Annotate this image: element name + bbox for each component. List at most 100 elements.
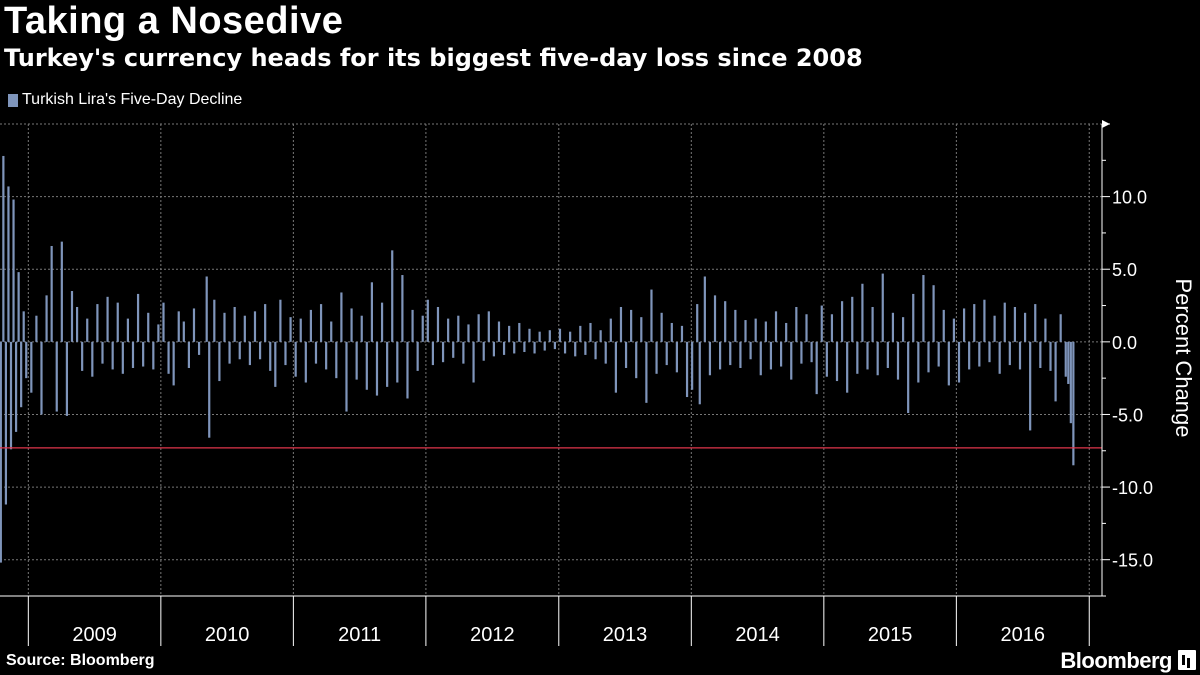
bar bbox=[370, 282, 373, 342]
bar bbox=[650, 289, 653, 342]
bar bbox=[769, 341, 773, 370]
bar bbox=[192, 308, 196, 342]
bar bbox=[121, 341, 124, 374]
bar bbox=[1029, 341, 1032, 431]
bar bbox=[20, 341, 23, 408]
bar bbox=[912, 293, 915, 342]
bar bbox=[55, 341, 58, 412]
bar bbox=[355, 341, 358, 380]
bar bbox=[416, 341, 419, 371]
bar bbox=[619, 306, 623, 342]
bar bbox=[851, 296, 854, 342]
bar bbox=[14, 341, 18, 432]
bar bbox=[177, 311, 180, 342]
legend-swatch bbox=[8, 93, 18, 107]
bar bbox=[993, 315, 996, 342]
bar bbox=[754, 318, 757, 342]
bar bbox=[431, 341, 434, 366]
bar bbox=[1054, 341, 1057, 402]
bar bbox=[876, 341, 879, 376]
x-tick-label: 2015 bbox=[868, 624, 913, 646]
bar bbox=[983, 299, 986, 342]
bar bbox=[350, 308, 353, 342]
bar bbox=[441, 341, 445, 363]
bar bbox=[1059, 314, 1062, 342]
bar bbox=[91, 341, 94, 377]
bar bbox=[1072, 341, 1075, 466]
bar bbox=[660, 312, 663, 342]
bar bbox=[528, 328, 531, 342]
bar bbox=[330, 321, 333, 342]
bar bbox=[604, 341, 607, 364]
bar bbox=[4, 341, 8, 505]
bar bbox=[243, 315, 246, 342]
bar bbox=[896, 341, 900, 380]
bar bbox=[162, 302, 165, 342]
bar bbox=[487, 311, 490, 342]
bar bbox=[589, 322, 592, 342]
bar bbox=[749, 341, 752, 360]
bar bbox=[886, 341, 889, 368]
bar bbox=[558, 328, 562, 342]
brand-chart-icon bbox=[1178, 650, 1196, 670]
bar bbox=[1069, 341, 1072, 424]
bar bbox=[22, 311, 25, 342]
bar bbox=[7, 186, 10, 342]
bar bbox=[472, 341, 475, 383]
bar bbox=[734, 309, 737, 342]
bar bbox=[553, 341, 556, 350]
bar bbox=[942, 309, 945, 342]
bar bbox=[724, 301, 727, 342]
bar bbox=[962, 308, 966, 342]
bar bbox=[436, 306, 440, 342]
bar bbox=[35, 315, 38, 342]
bar bbox=[635, 341, 638, 379]
bar bbox=[670, 322, 673, 342]
bar bbox=[785, 322, 788, 342]
x-tick-label: 2011 bbox=[338, 624, 381, 646]
bar bbox=[0, 341, 2, 563]
bar bbox=[518, 322, 521, 342]
bar bbox=[800, 341, 803, 364]
bar bbox=[314, 341, 318, 364]
source-note: Source: Bloomberg bbox=[6, 652, 155, 669]
bar bbox=[891, 312, 895, 342]
bar bbox=[264, 304, 267, 342]
bar bbox=[182, 321, 185, 342]
y-tick-label: 10.0 bbox=[1112, 188, 1147, 208]
bar bbox=[497, 321, 501, 342]
bar bbox=[820, 305, 823, 342]
bar bbox=[685, 341, 689, 398]
bar bbox=[952, 318, 956, 342]
bar bbox=[197, 341, 201, 355]
bar bbox=[101, 341, 104, 364]
bar bbox=[447, 318, 450, 342]
bar bbox=[978, 341, 981, 367]
bar bbox=[274, 341, 277, 387]
bar bbox=[881, 273, 884, 342]
bar bbox=[289, 317, 292, 342]
bar bbox=[269, 341, 272, 371]
bar bbox=[406, 341, 409, 399]
bar bbox=[861, 283, 864, 342]
bar bbox=[937, 341, 940, 367]
bar bbox=[482, 341, 485, 361]
x-tick-label: 2012 bbox=[470, 624, 515, 646]
bar bbox=[467, 324, 470, 342]
bar bbox=[574, 341, 577, 357]
bar bbox=[502, 341, 506, 355]
bar bbox=[901, 317, 905, 342]
bar bbox=[708, 341, 712, 376]
bar bbox=[60, 241, 63, 342]
bar bbox=[375, 341, 379, 396]
bar bbox=[116, 302, 119, 342]
bar bbox=[9, 341, 13, 450]
bar bbox=[764, 321, 767, 342]
bar bbox=[703, 276, 706, 342]
bar bbox=[973, 304, 976, 342]
bar bbox=[599, 330, 602, 342]
bar bbox=[569, 331, 572, 342]
bar bbox=[126, 318, 130, 342]
bar bbox=[947, 341, 950, 386]
bar bbox=[1064, 341, 1067, 377]
